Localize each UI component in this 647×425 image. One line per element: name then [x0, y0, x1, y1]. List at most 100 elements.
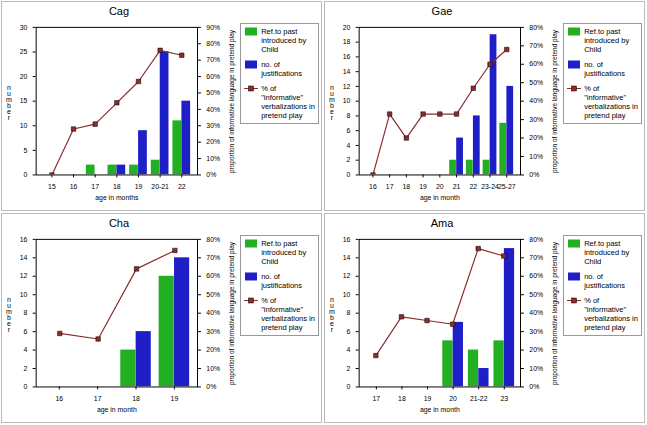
svg-text:25: 25	[19, 48, 27, 55]
svg-text:16: 16	[369, 183, 377, 190]
svg-text:18: 18	[113, 183, 121, 190]
svg-text:22: 22	[469, 183, 477, 190]
svg-text:20: 20	[19, 73, 27, 80]
svg-text:40%: 40%	[529, 97, 543, 104]
svg-text:0: 0	[23, 383, 27, 390]
svg-text:60%: 60%	[206, 272, 220, 279]
svg-text:10%: 10%	[529, 153, 543, 160]
svg-text:10: 10	[342, 291, 350, 298]
svg-text:70%: 70%	[529, 42, 543, 49]
svg-text:30: 30	[19, 24, 27, 31]
svg-text:20%: 20%	[206, 346, 220, 353]
svg-text:30%: 30%	[529, 116, 543, 123]
svg-text:10%: 10%	[206, 365, 220, 372]
svg-text:18: 18	[342, 38, 350, 45]
svg-text:15: 15	[48, 183, 56, 190]
svg-text:50%: 50%	[206, 89, 220, 96]
svg-text:20%: 20%	[529, 346, 543, 353]
svg-text:10%: 10%	[206, 155, 220, 162]
svg-text:6: 6	[23, 328, 27, 335]
svg-text:40%: 40%	[206, 106, 220, 113]
svg-text:10: 10	[342, 97, 350, 104]
svg-text:19: 19	[419, 183, 427, 190]
svg-text:80%: 80%	[529, 24, 543, 31]
svg-text:age in month: age in month	[420, 406, 460, 414]
svg-text:2: 2	[346, 156, 350, 163]
svg-text:20: 20	[436, 183, 444, 190]
svg-text:23-24: 23-24	[481, 183, 499, 190]
svg-text:12: 12	[342, 83, 350, 90]
svg-text:15: 15	[19, 97, 27, 104]
svg-text:19: 19	[424, 395, 432, 402]
svg-text:17: 17	[91, 183, 99, 190]
svg-text:20: 20	[449, 395, 457, 402]
svg-text:16: 16	[70, 183, 78, 190]
svg-text:16: 16	[55, 395, 63, 402]
svg-text:14: 14	[342, 68, 350, 75]
svg-text:0: 0	[346, 171, 350, 178]
svg-text:16: 16	[342, 53, 350, 60]
svg-text:50%: 50%	[529, 79, 543, 86]
svg-text:4: 4	[346, 346, 350, 353]
svg-text:0%: 0%	[529, 171, 539, 178]
svg-text:80%: 80%	[529, 236, 543, 243]
svg-text:12: 12	[342, 272, 350, 279]
svg-text:4: 4	[23, 346, 27, 353]
svg-text:0%: 0%	[529, 383, 539, 390]
svg-text:4: 4	[346, 142, 350, 149]
svg-text:30%: 30%	[529, 328, 543, 335]
svg-text:age in month: age in month	[97, 406, 137, 414]
svg-text:22: 22	[178, 183, 186, 190]
svg-text:90%: 90%	[206, 24, 220, 31]
svg-text:6: 6	[346, 127, 350, 134]
svg-text:17: 17	[372, 395, 380, 402]
svg-text:17: 17	[94, 395, 102, 402]
svg-text:70%: 70%	[206, 56, 220, 63]
svg-text:40%: 40%	[206, 309, 220, 316]
svg-text:age in month: age in month	[420, 194, 460, 202]
svg-text:17: 17	[386, 183, 394, 190]
svg-text:14: 14	[342, 254, 350, 261]
svg-text:60%: 60%	[206, 73, 220, 80]
svg-text:5: 5	[23, 147, 27, 154]
svg-text:30%: 30%	[206, 122, 220, 129]
svg-text:10%: 10%	[529, 365, 543, 372]
svg-text:16: 16	[19, 236, 27, 243]
svg-text:8: 8	[346, 309, 350, 316]
svg-text:70%: 70%	[206, 254, 220, 261]
svg-text:60%: 60%	[529, 272, 543, 279]
svg-text:19: 19	[134, 183, 142, 190]
svg-text:21: 21	[453, 183, 461, 190]
svg-text:30%: 30%	[206, 328, 220, 335]
svg-text:20%: 20%	[206, 138, 220, 145]
svg-text:80%: 80%	[206, 236, 220, 243]
svg-text:12: 12	[19, 272, 27, 279]
svg-text:50%: 50%	[529, 291, 543, 298]
svg-text:14: 14	[19, 254, 27, 261]
svg-text:0: 0	[23, 171, 27, 178]
svg-text:80%: 80%	[206, 40, 220, 47]
svg-text:20%: 20%	[529, 134, 543, 141]
svg-text:19: 19	[170, 395, 178, 402]
svg-text:0%: 0%	[206, 171, 216, 178]
svg-text:18: 18	[402, 183, 410, 190]
svg-text:50%: 50%	[206, 291, 220, 298]
svg-text:20-21: 20-21	[151, 183, 169, 190]
svg-text:21-22: 21-22	[470, 395, 488, 402]
svg-text:0%: 0%	[206, 383, 216, 390]
svg-text:8: 8	[346, 112, 350, 119]
svg-text:16: 16	[342, 236, 350, 243]
svg-text:age in months: age in months	[95, 194, 139, 202]
svg-text:10: 10	[19, 291, 27, 298]
svg-text:25-27: 25-27	[498, 183, 516, 190]
svg-text:20: 20	[342, 24, 350, 31]
svg-text:23: 23	[500, 395, 508, 402]
svg-text:2: 2	[346, 365, 350, 372]
svg-text:0: 0	[346, 383, 350, 390]
svg-text:2: 2	[23, 365, 27, 372]
svg-text:70%: 70%	[529, 254, 543, 261]
svg-text:6: 6	[346, 328, 350, 335]
svg-text:18: 18	[132, 395, 140, 402]
svg-text:8: 8	[23, 309, 27, 316]
svg-text:40%: 40%	[529, 309, 543, 316]
